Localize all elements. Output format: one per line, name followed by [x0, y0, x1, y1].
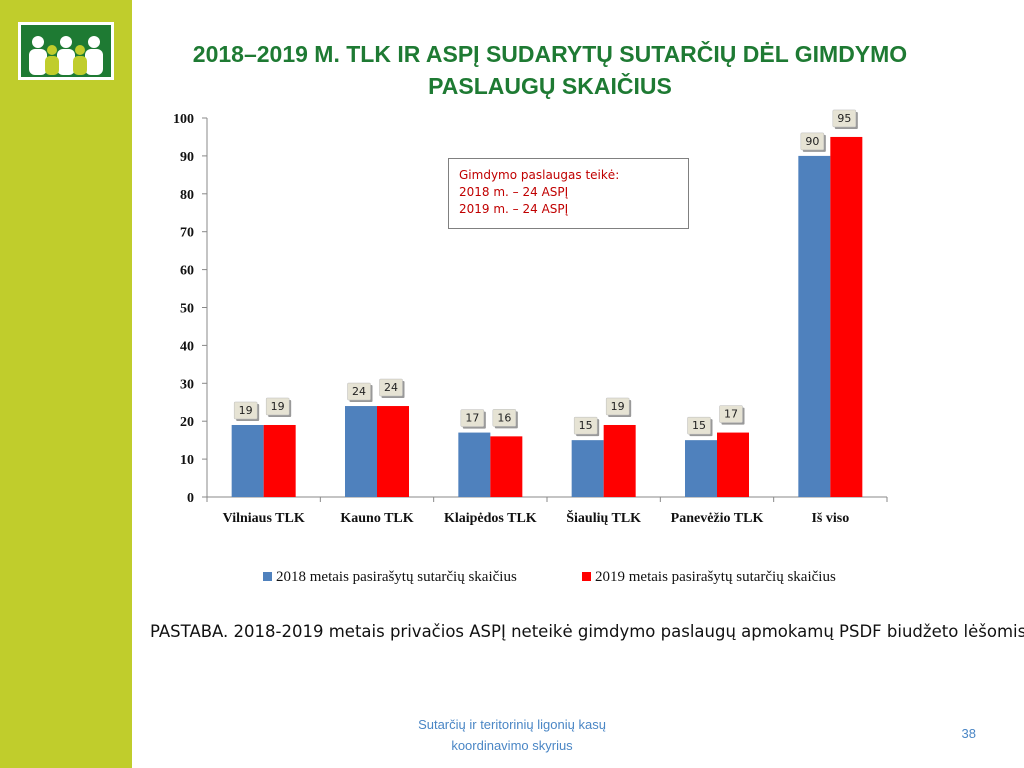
y-tick-label: 90: [180, 150, 194, 165]
bar-2019: [263, 424, 296, 497]
data-label-bg: [460, 409, 485, 427]
y-tick-label: 40: [180, 339, 194, 354]
data-label: 17: [724, 408, 738, 421]
data-label-bg: [347, 382, 371, 401]
data-label-bg: [605, 397, 630, 416]
bar-2018: [571, 440, 604, 497]
logo-icon: [18, 22, 114, 80]
slide-title-line1: 2018–2019 M. TLK IR ASPĮ SUDARYTŲ SUTARČ…: [192, 41, 908, 67]
data-label-bg: [687, 416, 711, 435]
slide-title: 2018–2019 M. TLK IR ASPĮ SUDARYTŲ SUTARČ…: [150, 38, 950, 102]
x-tick-label: Iš viso: [811, 511, 849, 526]
y-tick-label: 10: [180, 453, 194, 468]
y-tick-label: 20: [180, 415, 194, 430]
bar-2019: [717, 432, 749, 497]
legend-swatch-2018: [263, 572, 272, 581]
x-tick-label: Kauno TLK: [340, 511, 413, 526]
annotation-line2: 2018 m. – 24 ASPĮ: [459, 185, 569, 199]
slide-title-line2: PASLAUGŲ SKAIČIUS: [428, 73, 672, 99]
x-tick-label: Šiaulių TLK: [566, 509, 641, 526]
data-label: 19: [271, 400, 285, 413]
bar-2018: [231, 424, 264, 497]
bar-2018: [798, 155, 831, 497]
y-tick-label: 100: [173, 112, 194, 127]
annotation-line3: 2019 m. – 24 ASPĮ: [459, 202, 569, 216]
y-tick-label: 30: [180, 377, 194, 392]
data-label-bg: [719, 405, 743, 423]
data-label-bg: [832, 109, 857, 128]
data-label: 17: [465, 412, 479, 425]
data-label-bg: [800, 132, 825, 151]
y-tick-label: 70: [180, 226, 194, 241]
bar-2019: [490, 436, 523, 497]
data-label: 95: [837, 112, 851, 125]
data-label-bg: [573, 416, 598, 435]
data-label: 15: [579, 419, 593, 432]
footer-line2: koordinavimo skyrius: [451, 738, 573, 753]
legend-label: 2019 metais pasirašytų sutarčių skaičius: [595, 569, 836, 585]
bar-2019: [377, 406, 409, 497]
data-label: 24: [384, 381, 398, 394]
bar-2018: [458, 432, 491, 497]
legend-swatch-2019: [582, 572, 591, 581]
annotation-line1: Gimdymo paslaugas teikė:: [459, 168, 620, 182]
side-accent-bar: [0, 0, 132, 768]
y-tick-label: 80: [180, 188, 194, 203]
data-label: 16: [497, 411, 511, 424]
data-label-bg: [379, 378, 403, 397]
y-tick-label: 0: [187, 491, 194, 506]
data-label: 24: [352, 385, 366, 398]
footnote: PASTABA. 2018-2019 metais privačios ASPĮ…: [150, 622, 1024, 641]
data-label: 90: [805, 135, 819, 148]
y-tick-label: 60: [180, 264, 194, 279]
data-label: 15: [692, 419, 706, 432]
data-label-bg: [492, 409, 517, 427]
data-label: 19: [611, 400, 625, 413]
chart-annotation-box: Gimdymo paslaugas teikė: 2018 m. – 24 AS…: [448, 158, 689, 229]
legend-label: 2018 metais pasirašytų sutarčių skaičius: [276, 569, 517, 585]
bar-2019: [603, 424, 636, 497]
x-tick-label: Panevėžio TLK: [671, 511, 764, 526]
data-label: 19: [239, 404, 253, 417]
footer-line1: Sutarčių ir teritorinių ligonių kasų: [418, 717, 606, 732]
bar-2018: [685, 440, 717, 497]
x-tick-label: Klaipėdos TLK: [444, 511, 537, 526]
page-number: 38: [961, 726, 976, 741]
bar-2018: [345, 406, 377, 497]
footer-department: Sutarčių ir teritorinių ligonių kasų koo…: [362, 714, 662, 756]
x-tick-label: Vilniaus TLK: [223, 511, 305, 526]
data-label-bg: [265, 397, 290, 416]
y-tick-label: 50: [180, 302, 194, 317]
data-label-bg: [233, 401, 258, 420]
bar-2019: [830, 136, 863, 497]
